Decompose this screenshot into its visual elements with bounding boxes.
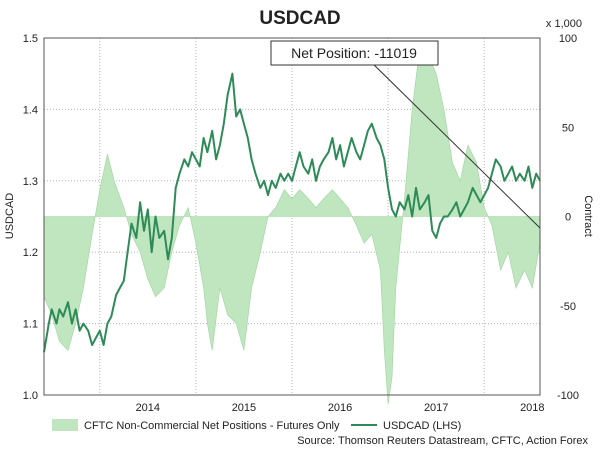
annotation-pointer-line xyxy=(366,57,541,229)
x-tick-label: 2018 xyxy=(520,402,544,414)
legend-line-label: USDCAD (LHS) xyxy=(383,420,461,432)
right-axis-unit: x 1,000 xyxy=(546,18,582,30)
left-tick-label: 1.2 xyxy=(23,247,38,259)
x-tick-label: 2015 xyxy=(232,402,256,414)
right-tick-label: -100 xyxy=(557,390,579,402)
x-tick-label: 2017 xyxy=(424,402,448,414)
right-tick-label: 100 xyxy=(559,33,577,45)
usdcad-line xyxy=(43,72,541,353)
legend: CFTC Non-Commercial Net Positions - Futu… xyxy=(52,419,461,432)
right-axis-ticks: -100 -50 0 50 100 xyxy=(557,33,579,402)
annotation-text: Net Position: -11019 xyxy=(291,45,417,61)
right-axis-label: Contract xyxy=(582,195,594,237)
left-axis-ticks: 1.0 1.1 1.2 1.3 1.4 1.5 xyxy=(23,33,38,402)
net-positions-area xyxy=(43,46,541,404)
right-tick-label: 0 xyxy=(565,212,571,224)
x-axis-ticks: 2014 2015 2016 2017 2018 xyxy=(136,402,545,414)
net-positions-area-shape xyxy=(43,46,541,404)
plot-frame xyxy=(43,37,541,396)
left-tick-label: 1.0 xyxy=(23,390,38,402)
right-tick-label: -50 xyxy=(560,301,576,313)
legend-area-label: CFTC Non-Commercial Net Positions - Futu… xyxy=(84,420,340,432)
left-axis-label: USDCAD xyxy=(4,193,16,240)
annotation-box xyxy=(270,40,439,66)
chart-title: USDCAD xyxy=(259,8,340,29)
legend-area-swatch xyxy=(52,419,78,431)
left-tick-label: 1.1 xyxy=(23,319,38,331)
right-tick-label: 50 xyxy=(562,122,574,134)
left-tick-label: 1.3 xyxy=(23,176,38,188)
x-tick-label: 2016 xyxy=(328,402,352,414)
usdcad-line-group xyxy=(43,72,541,353)
source-note: Source: Thomson Reuters Datastream, CFTC… xyxy=(297,435,588,447)
left-tick-label: 1.4 xyxy=(23,104,38,116)
left-tick-label: 1.5 xyxy=(23,33,38,45)
x-tick-label: 2014 xyxy=(136,402,160,414)
